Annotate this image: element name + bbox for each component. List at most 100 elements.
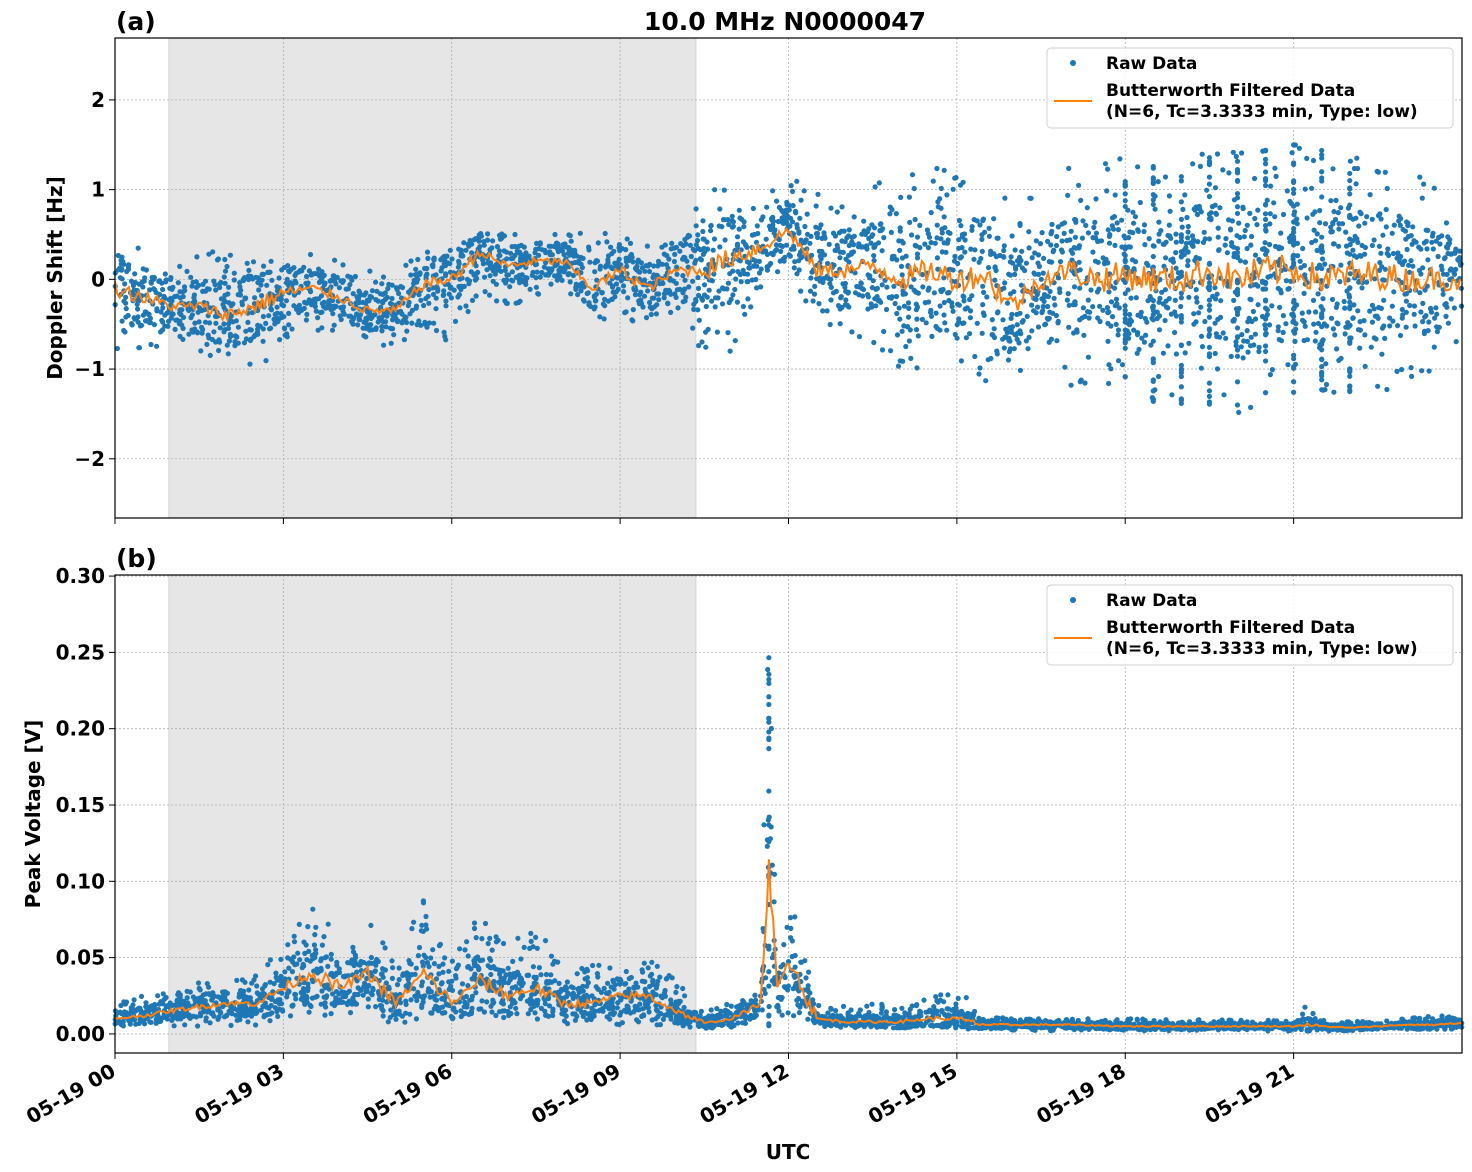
raw-data-point xyxy=(985,265,992,271)
raw-data-point xyxy=(239,299,245,305)
raw-data-point xyxy=(422,993,428,999)
raw-data-point xyxy=(1329,296,1336,303)
raw-data-point xyxy=(612,260,618,266)
raw-data-point xyxy=(137,323,143,329)
raw-data-point xyxy=(905,300,912,306)
raw-data-point xyxy=(1122,307,1128,314)
raw-data-point xyxy=(1262,169,1269,175)
raw-data-point xyxy=(618,1009,624,1015)
raw-data-point xyxy=(903,253,909,259)
raw-data-point xyxy=(1053,242,1060,249)
raw-data-point xyxy=(1141,339,1147,345)
raw-data-point xyxy=(933,310,939,316)
raw-data-point xyxy=(901,323,907,329)
raw-data-point xyxy=(1262,305,1269,311)
raw-data-point xyxy=(447,261,453,267)
raw-data-point xyxy=(871,253,877,259)
raw-data-point xyxy=(627,240,634,246)
raw-data-point xyxy=(1378,305,1384,311)
raw-data-point xyxy=(1315,320,1321,327)
raw-data-point xyxy=(577,230,583,236)
raw-data-point xyxy=(1262,358,1269,364)
raw-data-point xyxy=(703,329,709,335)
raw-data-point xyxy=(1150,377,1156,383)
raw-data-point xyxy=(1411,238,1417,244)
raw-data-point xyxy=(623,968,629,975)
raw-data-point xyxy=(122,281,128,287)
raw-data-point xyxy=(1350,315,1356,321)
raw-data-point xyxy=(237,1003,243,1009)
raw-data-point xyxy=(325,921,331,927)
raw-data-point xyxy=(1338,205,1344,211)
raw-data-point xyxy=(350,291,356,297)
raw-data-point xyxy=(969,293,975,299)
raw-data-point xyxy=(950,308,956,314)
raw-data-point xyxy=(152,287,158,293)
raw-data-point xyxy=(692,260,698,266)
raw-data-point xyxy=(1358,211,1364,217)
raw-data-point xyxy=(675,1019,681,1025)
raw-data-point xyxy=(532,1010,538,1016)
raw-data-point xyxy=(322,1000,328,1006)
raw-data-point xyxy=(1005,357,1012,363)
raw-data-point xyxy=(263,358,269,364)
raw-data-point xyxy=(880,226,886,232)
raw-data-point xyxy=(1234,190,1241,197)
raw-data-point xyxy=(424,324,430,330)
raw-data-point xyxy=(934,165,940,172)
raw-data-point xyxy=(1162,174,1169,180)
raw-data-point xyxy=(1451,305,1457,311)
raw-data-point xyxy=(1122,327,1128,333)
raw-data-point xyxy=(616,256,622,262)
raw-data-point xyxy=(224,990,230,996)
raw-data-point xyxy=(266,313,272,319)
raw-data-point xyxy=(641,1013,647,1019)
raw-data-point xyxy=(730,219,737,225)
raw-data-point xyxy=(1115,332,1121,338)
raw-data-point xyxy=(425,255,431,261)
raw-data-point xyxy=(1106,233,1112,239)
raw-data-point xyxy=(566,232,572,238)
raw-data-point xyxy=(433,295,439,301)
raw-data-point xyxy=(1328,315,1335,321)
raw-data-point xyxy=(153,1017,159,1023)
raw-data-point xyxy=(771,899,777,905)
raw-data-point xyxy=(851,233,857,239)
raw-data-point xyxy=(1444,271,1450,277)
raw-data-point xyxy=(529,984,535,991)
raw-data-point xyxy=(809,252,815,258)
raw-data-point xyxy=(843,256,849,262)
raw-data-point xyxy=(376,996,382,1003)
raw-data-point xyxy=(1122,332,1128,338)
raw-data-point xyxy=(1234,334,1241,341)
raw-data-point xyxy=(674,264,680,270)
raw-data-point xyxy=(302,950,308,957)
raw-data-point xyxy=(458,1013,464,1020)
raw-data-point xyxy=(1047,288,1053,294)
raw-data-point xyxy=(897,316,903,322)
raw-data-point xyxy=(140,312,146,318)
raw-data-point xyxy=(1334,346,1340,352)
raw-data-point xyxy=(568,291,574,297)
raw-data-point xyxy=(892,300,898,307)
raw-data-point xyxy=(530,944,536,950)
raw-data-point xyxy=(1347,242,1353,248)
raw-data-point xyxy=(526,253,532,259)
raw-data-point xyxy=(136,1005,142,1011)
raw-data-point xyxy=(1398,253,1404,260)
raw-data-point xyxy=(297,957,303,963)
raw-data-point xyxy=(769,955,776,961)
raw-data-point xyxy=(1304,337,1310,343)
raw-data-point xyxy=(1429,239,1435,245)
raw-data-point xyxy=(1039,230,1045,236)
raw-data-point xyxy=(1062,364,1068,370)
raw-data-point xyxy=(143,318,149,324)
raw-data-point xyxy=(588,1016,594,1023)
raw-data-point xyxy=(775,1002,781,1008)
raw-data-point xyxy=(654,291,660,297)
raw-data-point xyxy=(1453,339,1459,345)
raw-data-point xyxy=(1419,368,1425,374)
raw-data-point xyxy=(862,231,869,237)
raw-data-point xyxy=(276,1006,282,1012)
raw-data-point xyxy=(1007,346,1014,352)
